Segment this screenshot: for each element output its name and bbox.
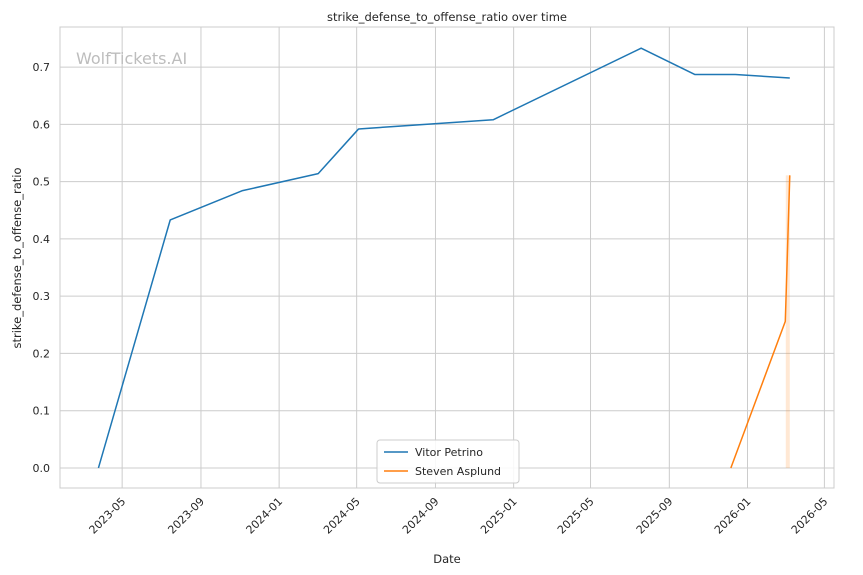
y-tick-label: 0.6 [33,118,51,131]
y-axis-label: strike_defense_to_offense_ratio [10,167,24,348]
y-tick-label: 0.1 [33,405,51,418]
legend-box [376,439,520,484]
series-line [730,175,791,469]
legend-label: Vitor Petrino [415,446,483,459]
series-lines [97,47,791,469]
y-tick-label: 0.2 [33,347,51,360]
watermark-text: WolfTickets.AI [76,49,187,68]
x-axis-label: Date [433,552,461,566]
chart-title: strike_defense_to_offense_ratio over tim… [327,10,567,24]
confidence-bands [785,175,790,468]
y-tick-labels: 0.0 0.1 0.2 0.3 0.4 0.5 0.6 0.7 [33,61,51,475]
y-tick-label: 0.4 [33,233,51,246]
series-line [97,47,790,469]
y-tick-label: 0.0 [33,462,51,475]
legend: Vitor Petrino Steven Asplund [376,439,520,484]
series-confidence-band [785,175,790,468]
y-tick-label: 0.5 [33,176,51,189]
y-tick-label: 0.3 [33,290,51,303]
legend-label: Steven Asplund [415,465,501,478]
y-tick-label: 0.7 [33,61,51,74]
plot-frame [59,26,835,489]
grid-lines [60,27,834,488]
